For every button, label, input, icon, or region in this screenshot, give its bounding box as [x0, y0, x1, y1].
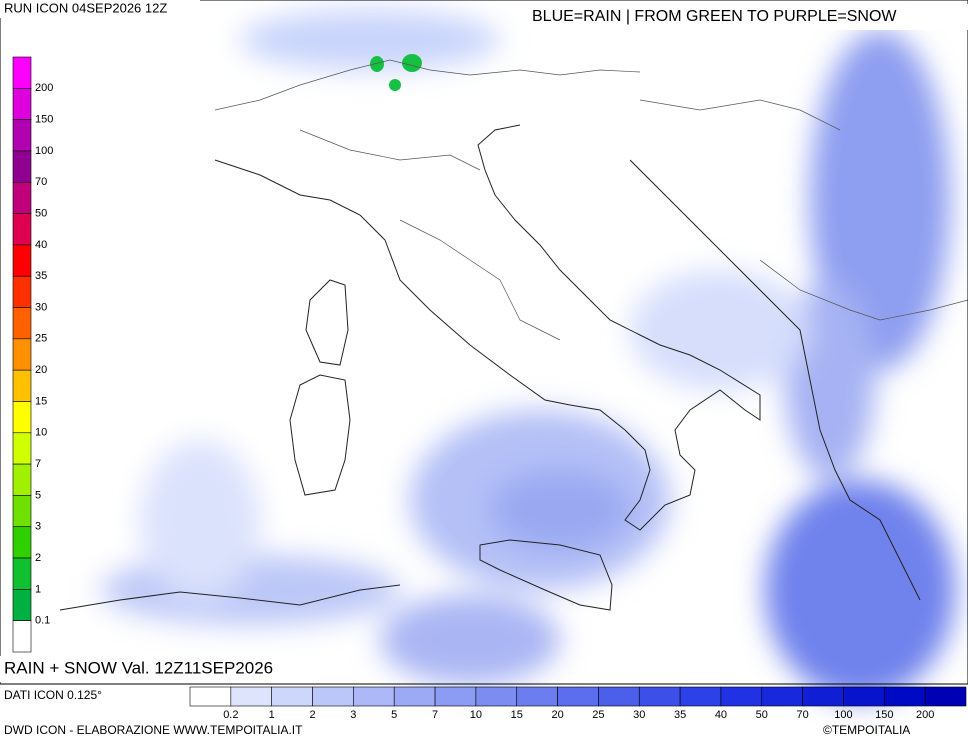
rain-swatch: [802, 686, 844, 707]
rain-label: 5: [391, 709, 397, 721]
map-frame: [0, 0, 968, 685]
snow-label: 100: [35, 145, 53, 157]
snow-swatch: [12, 88, 32, 120]
rain-label: 20: [551, 709, 563, 721]
run-label: RUN ICON 04SEP2026 12Z: [4, 0, 167, 15]
rain-swatch: [393, 686, 436, 707]
snow-label: 5: [35, 489, 41, 501]
run-box: [0, 0, 200, 18]
snow-swatch: [12, 213, 32, 246]
snow-label: 30: [35, 301, 47, 313]
rain-label: 40: [715, 709, 727, 721]
snow-label: 15: [35, 395, 47, 407]
rain-label: 15: [511, 709, 523, 721]
rain-swatch: [679, 686, 722, 707]
rain-swatch: [230, 686, 272, 707]
rain-swatch: [189, 686, 232, 707]
snow-swatch: [12, 526, 32, 559]
rain-label: 1: [269, 709, 275, 721]
rain-label: 30: [633, 709, 645, 721]
rain-label: 7: [432, 709, 438, 721]
rain-swatch: [557, 686, 599, 707]
snow-label: 7: [35, 458, 41, 470]
snow-swatch: [12, 369, 32, 402]
snow-label: 10: [35, 427, 47, 439]
rain-swatch: [638, 686, 681, 707]
rain-swatch: [516, 686, 558, 707]
snow-swatch: [12, 119, 32, 152]
coastlines: [59, 124, 921, 611]
snow-label: 25: [35, 333, 47, 345]
rain-scale: 0.2 1 2 3 5 7 10 15 20 25 30 35 40 50 70 100 150 200: [189, 686, 967, 721]
precipitation-field: [100, 10, 955, 700]
rain-label: 200: [916, 709, 934, 721]
rain-label: 0.2: [223, 709, 238, 721]
rain-swatch: [884, 686, 926, 707]
rain-swatch: [720, 686, 763, 707]
borders: [214, 59, 968, 341]
snow-label: 35: [35, 270, 47, 282]
snow-swatch: [12, 432, 32, 465]
rain-swatch: [434, 686, 477, 707]
snow-swatch: [12, 56, 32, 89]
snow-scale: 200 150 100 70 50 40 35 30 25 20 15 10 7 5 3 2 1 0.1: [12, 56, 53, 653]
snow-swatch: [12, 338, 32, 371]
rain-swatch: [271, 686, 313, 707]
legend-text-box: [528, 4, 968, 30]
rain-label: 50: [756, 709, 768, 721]
snow-swatch: [12, 401, 32, 434]
rain-label: 100: [834, 709, 852, 721]
snow-spots: [370, 54, 422, 91]
snow-label: 0.1: [35, 615, 50, 627]
snow-swatch: [12, 463, 32, 496]
snow-label: 40: [35, 239, 47, 251]
snow-swatch: [12, 181, 32, 214]
rain-swatch: [475, 686, 518, 707]
snow-label: 3: [35, 521, 41, 533]
snow-swatch: [12, 275, 32, 308]
rain-label: 150: [875, 709, 893, 721]
snow-label: 1: [35, 583, 41, 595]
data-source: DATI ICON 0.125°: [4, 688, 102, 702]
snow-swatch: [12, 589, 32, 621]
snow-swatch: [12, 495, 32, 528]
snow-label: 2: [35, 552, 41, 564]
snow-swatch: [12, 620, 32, 653]
snow-label: 150: [35, 114, 53, 126]
snow-swatch: [12, 244, 32, 277]
snow-label: 70: [35, 176, 47, 188]
snow-label: 50: [35, 207, 47, 219]
valid-box: [0, 656, 320, 682]
snow-swatch: [12, 557, 32, 590]
rain-label: 2: [309, 709, 315, 721]
snow-label: 20: [35, 364, 47, 376]
snow-swatch: [12, 307, 32, 340]
rain-label: 35: [674, 709, 686, 721]
rain-label: 25: [592, 709, 604, 721]
rain-swatch: [924, 686, 967, 707]
rain-label: 3: [350, 709, 356, 721]
rain-swatch: [843, 686, 885, 707]
rain-swatch: [598, 686, 640, 707]
rain-swatch: [353, 686, 395, 707]
credit: DWD ICON - ELABORAZIONE WWW.TEMPOITALIA.…: [4, 723, 303, 737]
copyright: ©TEMPOITALIA: [823, 723, 910, 737]
rain-swatch: [312, 686, 354, 707]
snow-label: 200: [35, 82, 53, 94]
rain-label: 10: [470, 709, 482, 721]
rain-swatch: [761, 686, 803, 707]
valid-label: RAIN + SNOW Val. 12Z11SEP2026: [4, 658, 273, 677]
rain-label: 70: [797, 709, 809, 721]
snow-swatch: [12, 150, 32, 183]
legend-text: BLUE=RAIN | FROM GREEN TO PURPLE=SNOW: [532, 8, 897, 25]
